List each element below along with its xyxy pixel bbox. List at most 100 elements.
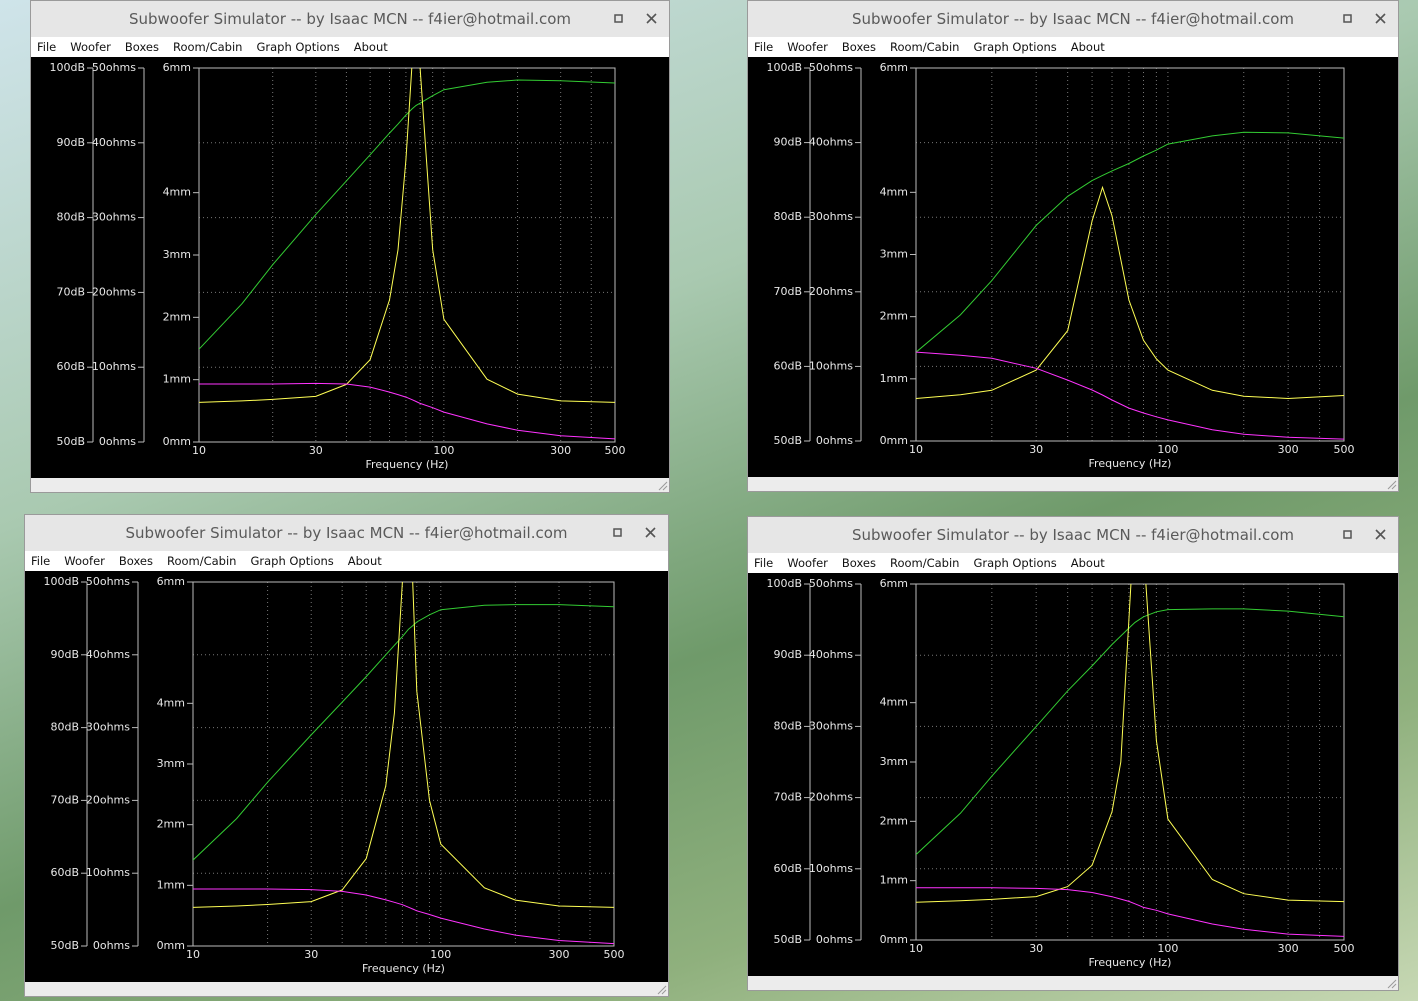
y-tick-label: 0ohms [93,939,130,952]
y-tick-label: 1mm [157,878,185,891]
y-tick-label: 4mm [880,696,908,709]
status-bar [1387,480,1397,490]
y-tick-label: 100dB [43,575,79,588]
y-tick-label: 30ohms [92,211,136,224]
maximize-button[interactable] [1343,14,1352,23]
y-tick-label: 50dB [56,435,85,448]
y-tick-label: 0mm [880,434,908,447]
x-tick-label: 10 [909,443,923,456]
y-tick-label: 4mm [157,696,185,709]
x-tick-label: 500 [604,948,625,961]
close-button[interactable] [1375,529,1386,540]
close-button[interactable] [646,13,657,24]
menu-item[interactable]: File [754,556,774,570]
menu-item[interactable]: Woofer [787,556,828,570]
menu-item[interactable]: Graph Options [973,556,1057,570]
x-tick-label: 100 [1157,942,1178,955]
menu-item[interactable]: Room/Cabin [166,554,237,568]
curve [199,68,615,403]
menu-item[interactable]: About [353,40,388,54]
close-button[interactable] [1375,13,1386,24]
app-window: Subwoofer Simulator -- by Isaac MCN -- f… [747,516,1399,991]
y-tick-label: 40ohms [809,136,853,149]
y-tick-label: 50ohms [86,575,130,588]
status-bar [1387,979,1397,989]
curve [193,604,614,861]
y-tick-label: 60dB [50,866,79,879]
status-bar [657,985,667,995]
y-tick-label: 6mm [163,61,191,74]
menu-item[interactable]: Graph Options [973,40,1057,54]
maximize-button[interactable] [613,528,622,537]
curve [916,608,1344,855]
y-tick-label: 4mm [880,185,908,198]
maximize-button[interactable] [614,14,623,23]
menu-item[interactable]: Boxes [841,556,876,570]
plot-frame [915,67,1345,442]
window-title: Subwoofer Simulator -- by Isaac MCN -- f… [851,10,1295,28]
menu-item[interactable]: About [1070,40,1105,54]
menu-item[interactable]: Boxes [118,554,153,568]
y-tick-label: 1mm [163,373,191,386]
menu-item[interactable]: Room/Cabin [172,40,243,54]
menu-item[interactable]: Room/Cabin [889,556,960,570]
window-title: Subwoofer Simulator -- by Isaac MCN -- f… [851,526,1295,544]
menu-item[interactable]: Graph Options [256,40,340,54]
menu-item[interactable]: Boxes [841,40,876,54]
menu-item[interactable]: Graph Options [250,554,334,568]
x-tick-label: 300 [1278,443,1299,456]
window-controls [1343,529,1386,540]
menu-item[interactable]: Woofer [64,554,105,568]
y-tick-label: 80dB [50,721,79,734]
chart: 50dB 60dB 70dB 80dB 90dB 100dB 0ohms 10ohms 20oh… [748,57,1398,477]
curve [916,185,1344,400]
menu-item[interactable]: Woofer [787,40,828,54]
menu-bar: File Woofer Boxes Room/Cabin Graph Options Ab… [748,553,1398,573]
y-tick-label: 60dB [56,360,85,373]
curve [193,888,614,945]
y-tick-label: 0ohms [816,434,853,447]
menu-item[interactable]: About [1070,556,1105,570]
x-tick-label: 30 [1029,942,1043,955]
plot-frame [198,67,616,443]
menu-item[interactable]: File [31,554,51,568]
y-tick-label: 90dB [50,648,79,661]
window-controls [613,527,656,538]
menu-item[interactable]: Woofer [70,40,111,54]
y-tick-label: 10ohms [92,360,136,373]
y-tick-label: 6mm [880,61,908,74]
title-bar: Subwoofer Simulator -- by Isaac MCN -- f… [31,1,669,37]
menu-bar: File Woofer Boxes Room/Cabin Graph Options Ab… [31,37,669,57]
y-tick-label: 90dB [56,136,85,149]
x-tick-label: 300 [549,948,570,961]
y-tick-label: 0ohms [816,933,853,946]
chart: 50dB 60dB 70dB 80dB 90dB 100dB 0ohms 10ohms 20oh… [31,57,669,478]
close-button[interactable] [645,527,656,538]
plot-frame [192,581,615,947]
chart: 50dB 60dB 70dB 80dB 90dB 100dB 0ohms 10ohms 20oh… [748,573,1398,976]
y-tick-label: 40ohms [92,136,136,149]
menu-item[interactable]: Boxes [124,40,159,54]
menu-item[interactable]: File [37,40,57,54]
y-tick-label: 0mm [880,933,908,946]
window-controls [1343,13,1386,24]
resize-grip [1387,480,1397,490]
y-tick-label: 10ohms [809,359,853,372]
y-tick-label: 30ohms [809,210,853,223]
menu-item[interactable]: Room/Cabin [889,40,960,54]
app-window: Subwoofer Simulator -- by Isaac MCN -- f… [747,0,1399,492]
x-tick-label: 30 [309,444,323,457]
x-tick-label: 300 [1278,942,1299,955]
y-tick-label: 30ohms [809,719,853,732]
menu-item[interactable]: About [347,554,382,568]
menu-item[interactable]: File [754,40,774,54]
y-tick-label: 100dB [49,61,85,74]
chart: 50dB 60dB 70dB 80dB 90dB 100dB 0ohms 10ohms 20oh… [25,571,668,982]
x-tick-label: 10 [192,444,206,457]
maximize-button[interactable] [1343,530,1352,539]
y-tick-label: 80dB [56,211,85,224]
y-tick-label: 6mm [157,575,185,588]
curve [916,584,1344,903]
y-tick-label: 0mm [163,435,191,448]
